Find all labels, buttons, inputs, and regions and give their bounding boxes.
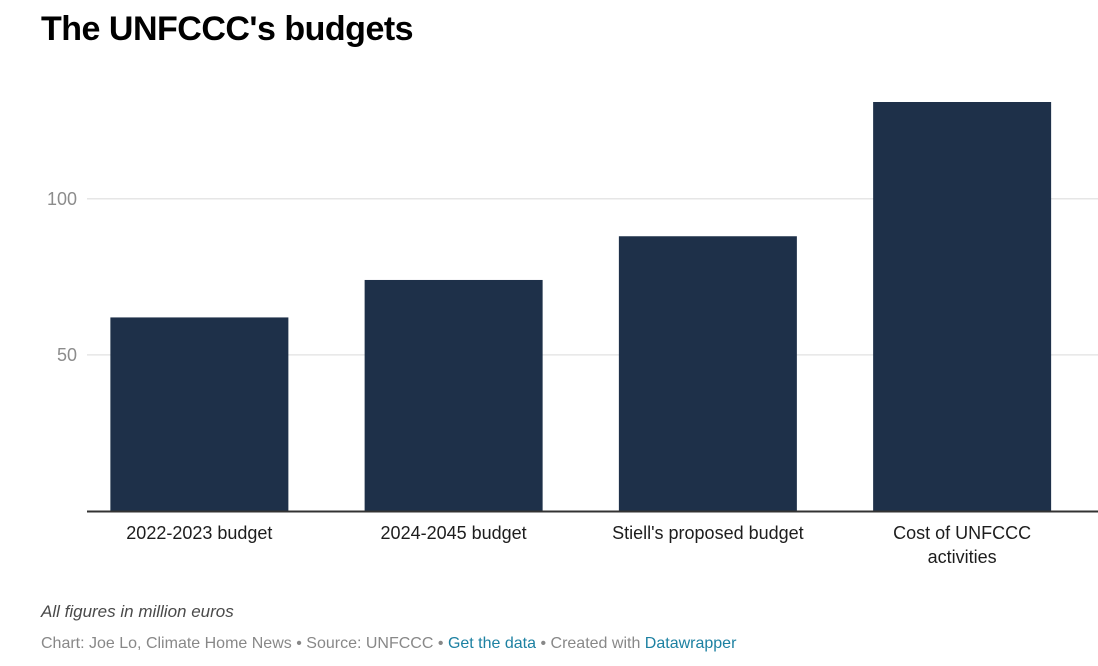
separator: •	[437, 635, 444, 652]
bar-1	[110, 317, 289, 511]
bar-3	[618, 236, 797, 512]
bar-chart: 50 100 2022-2023 budget 2024-2045 budget St…	[47, 102, 1098, 567]
x-tick-label-line: 2024-2045 budget	[381, 523, 527, 543]
datawrapper-link[interactable]: Datawrapper	[644, 635, 737, 652]
x-tick-label-2: 2024-2045 budget	[381, 523, 527, 543]
x-tick-label-4: Cost of UNFCCC activities	[893, 523, 1031, 567]
byline-source: Source: UNFCCC	[306, 635, 434, 652]
bar-2	[364, 279, 543, 511]
y-axis-ticks: 50 100	[47, 189, 77, 365]
chart-notes: All figures in million euros	[41, 602, 234, 621]
chart-title: The UNFCCC's budgets	[41, 10, 414, 48]
get-the-data-link[interactable]: Get the data	[447, 635, 536, 652]
x-tick-label-line: Cost of UNFCCC	[893, 523, 1031, 543]
x-tick-label-3: Stiell's proposed budget	[612, 523, 804, 543]
x-axis-labels: 2022-2023 budget 2024-2045 budget Stiell's…	[126, 523, 1031, 567]
x-tick-label-line: activities	[928, 547, 997, 567]
byline: Chart: Joe Lo, Climate Home News • Sourc…	[41, 635, 736, 653]
separator: •	[296, 635, 302, 652]
x-tick-label-line: Stiell's proposed budget	[612, 523, 804, 543]
bar-4	[873, 102, 1052, 511]
byline-author: Chart: Joe Lo, Climate Home News	[41, 635, 292, 652]
y-tick-label-50: 50	[57, 345, 77, 365]
created-with-text: Created with	[550, 635, 641, 652]
bars	[110, 102, 1052, 512]
separator: •	[540, 635, 547, 652]
y-tick-label-100: 100	[47, 189, 77, 209]
x-tick-label-line: 2022-2023 budget	[126, 523, 272, 543]
x-tick-label-1: 2022-2023 budget	[126, 523, 272, 543]
